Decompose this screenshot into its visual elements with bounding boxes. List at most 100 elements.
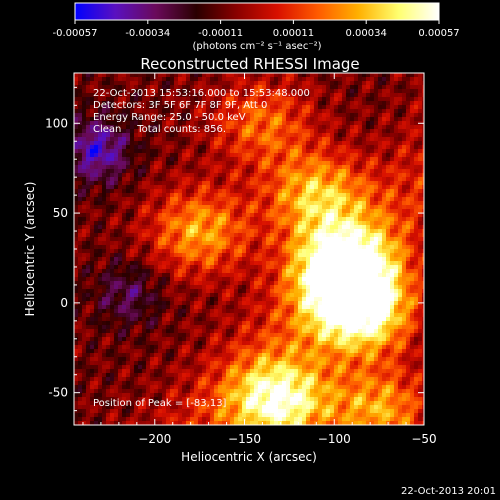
- heatmap-cell: [218, 281, 223, 286]
- heatmap-cell: [194, 169, 199, 174]
- heatmap-cell: [290, 293, 295, 298]
- heatmap-cell: [226, 121, 231, 126]
- heatmap-cell: [178, 285, 183, 290]
- heatmap-cell: [78, 105, 83, 110]
- heatmap-cell: [350, 117, 355, 122]
- heatmap-cell: [270, 205, 275, 210]
- heatmap-cell: [382, 77, 387, 82]
- heatmap-cell: [186, 101, 191, 106]
- heatmap-cell: [130, 81, 135, 86]
- heatmap-cell: [414, 149, 419, 154]
- heatmap-cell: [358, 153, 363, 158]
- heatmap-cell: [214, 121, 219, 126]
- heatmap-cell: [250, 85, 255, 90]
- heatmap-cell: [270, 109, 275, 114]
- heatmap-cell: [346, 193, 351, 198]
- heatmap-cell: [266, 105, 271, 110]
- heatmap-cell: [110, 101, 115, 106]
- heatmap-cell: [410, 233, 415, 238]
- heatmap-cell: [234, 193, 239, 198]
- heatmap-cell: [370, 281, 375, 286]
- heatmap-cell: [362, 281, 367, 286]
- heatmap-cell: [222, 221, 227, 226]
- heatmap-cell: [242, 217, 247, 222]
- heatmap-cell: [390, 169, 395, 174]
- heatmap-cell: [406, 85, 411, 90]
- heatmap-cell: [318, 133, 323, 138]
- heatmap-cell: [398, 261, 403, 266]
- heatmap-cell: [306, 93, 311, 98]
- heatmap-cell: [266, 113, 271, 118]
- heatmap-cell: [118, 141, 123, 146]
- heatmap-cell: [194, 237, 199, 242]
- heatmap-cell: [206, 185, 211, 190]
- heatmap-cell: [350, 277, 355, 282]
- heatmap-cell: [126, 113, 131, 118]
- heatmap-cell: [266, 137, 271, 142]
- heatmap-cell: [166, 149, 171, 154]
- heatmap-cell: [214, 217, 219, 222]
- heatmap-cell: [422, 181, 424, 186]
- heatmap-cell: [246, 233, 251, 238]
- heatmap-cell: [370, 201, 375, 206]
- heatmap-cell: [274, 97, 279, 102]
- heatmap-cell: [242, 93, 247, 98]
- heatmap-cell: [190, 193, 195, 198]
- heatmap-cell: [378, 141, 383, 146]
- heatmap-cell: [410, 153, 415, 158]
- heatmap-cell: [166, 261, 171, 266]
- heatmap-cell: [386, 121, 391, 126]
- heatmap-cell: [74, 261, 79, 266]
- heatmap-cell: [150, 225, 155, 230]
- heatmap-cell: [238, 229, 243, 234]
- heatmap-cell: [270, 133, 275, 138]
- heatmap-cell: [102, 189, 107, 194]
- heatmap-cell: [418, 89, 423, 94]
- heatmap-cell: [402, 113, 407, 118]
- heatmap-cell: [202, 229, 207, 234]
- heatmap-cell: [382, 261, 387, 266]
- heatmap-cell: [318, 149, 323, 154]
- heatmap-cell: [358, 81, 363, 86]
- heatmap-cell: [170, 181, 175, 186]
- heatmap-cell: [282, 257, 287, 262]
- heatmap-cell: [134, 261, 139, 266]
- heatmap-cell: [126, 105, 131, 110]
- heatmap-cell: [122, 97, 127, 102]
- heatmap-cell: [102, 269, 107, 274]
- heatmap-cell: [330, 241, 335, 246]
- heatmap-cell: [138, 221, 143, 226]
- heatmap-cell: [198, 141, 203, 146]
- heatmap-cell: [98, 193, 103, 198]
- heatmap-cell: [338, 201, 343, 206]
- heatmap-cell: [286, 277, 291, 282]
- heatmap-cell: [206, 117, 211, 122]
- heatmap-cell: [94, 89, 99, 94]
- heatmap-cell: [282, 81, 287, 86]
- heatmap-cell: [166, 285, 171, 290]
- heatmap-cell: [122, 205, 127, 210]
- heatmap-cell: [262, 213, 267, 218]
- heatmap-cell: [406, 165, 411, 170]
- heatmap-cell: [250, 233, 255, 238]
- heatmap-cell: [262, 193, 267, 198]
- heatmap-cell: [194, 129, 199, 134]
- heatmap-cell: [354, 197, 359, 202]
- heatmap-cell: [214, 77, 219, 82]
- heatmap-cell: [146, 253, 151, 258]
- heatmap-cell: [302, 293, 307, 298]
- heatmap-cell: [366, 285, 371, 290]
- heatmap-cell: [230, 201, 235, 206]
- heatmap-cell: [302, 153, 307, 158]
- heatmap-cell: [374, 193, 379, 198]
- heatmap-cell: [318, 201, 323, 206]
- heatmap-cell: [306, 281, 311, 286]
- heatmap-cell: [282, 237, 287, 242]
- heatmap-cell: [422, 117, 424, 122]
- heatmap-cell: [274, 77, 279, 82]
- heatmap-cell: [206, 109, 211, 114]
- heatmap-cell: [406, 105, 411, 110]
- heatmap-cell: [326, 229, 331, 234]
- heatmap-cell: [334, 197, 339, 202]
- heatmap-cell: [102, 101, 107, 106]
